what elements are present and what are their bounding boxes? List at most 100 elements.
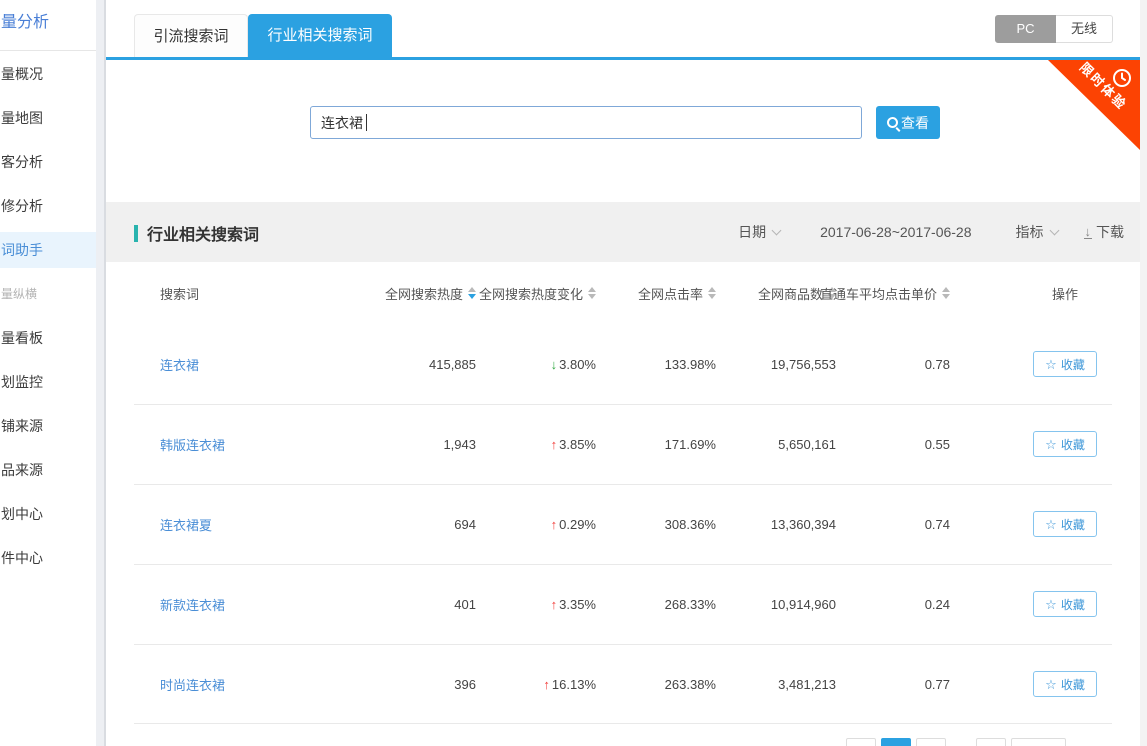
search-heat-value: 415,885 — [429, 356, 476, 372]
search-term-link[interactable]: 时尚连衣裙 — [160, 677, 226, 693]
header-search-heat[interactable]: 全网搜索热度 — [346, 284, 476, 303]
product-count-value: 13,360,394 — [770, 516, 836, 532]
pagination-page-button[interactable] — [916, 738, 946, 746]
search-heat-value: 401 — [454, 596, 476, 612]
clock-icon — [1113, 69, 1131, 87]
date-dropdown-label: 日期 — [738, 224, 767, 240]
tab-underline — [106, 57, 1140, 60]
main-content: 引流搜索词 行业相关搜索词 PC 无线 限时体验 查看 行业相关搜索词 — [106, 0, 1140, 746]
favorite-button[interactable]: ☆ 收藏 — [1033, 591, 1097, 617]
sidebar-item-item-source[interactable]: 品来源 — [1, 462, 43, 478]
sidebar-item-dashboard[interactable]: 量看板 — [1, 330, 43, 346]
heat-change-value: ↓ 3.80% — [550, 356, 596, 372]
download-button[interactable]: ↓ 下载 — [1083, 222, 1124, 242]
click-rate-value: 171.69% — [664, 436, 716, 452]
click-rate-value: 268.33% — [664, 596, 716, 612]
product-count-value: 5,650,161 — [778, 436, 836, 452]
favorite-button[interactable]: ☆ 收藏 — [1033, 351, 1097, 377]
title-accent-bar — [134, 224, 138, 242]
pagination-page-button[interactable] — [976, 738, 1006, 746]
sidebar-item-plan-center[interactable]: 划中心 — [1, 506, 43, 522]
sidebar-item-word-assistant[interactable]: 词助手 — [0, 232, 96, 268]
search-heat-value: 694 — [454, 516, 476, 532]
header-action: 操作 — [1051, 286, 1078, 302]
search-term-link[interactable]: 韩版连衣裙 — [160, 437, 226, 453]
star-icon: ☆ — [1045, 356, 1057, 372]
sidebar: 量分析 量概况 量地图 客分析 修分析 词助手 量纵横 量看板 划监控 铺来源 … — [0, 0, 96, 746]
up-arrow-icon: ↑ — [550, 436, 558, 452]
table-row: 连衣裙夏 694 ↑ 0.29% 308.36% 13,360,394 0.74 ☆ 收藏 — [106, 484, 1140, 564]
sidebar-item-plan-monitor[interactable]: 划监控 — [1, 374, 43, 390]
star-icon: ☆ — [1045, 436, 1057, 452]
header-avg-cpc[interactable]: 直通车平均点击单价 — [820, 284, 950, 303]
favorite-button[interactable]: ☆ 收藏 — [1033, 671, 1097, 697]
metric-dropdown[interactable]: 指标 — [1016, 222, 1059, 242]
header-search-term: 搜索词 — [160, 286, 200, 302]
sidebar-gutter — [96, 0, 106, 746]
product-count-value: 19,756,553 — [770, 356, 836, 372]
heat-change-value: ↑ 0.29% — [550, 516, 596, 532]
row-divider — [134, 484, 1112, 485]
avg-cpc-value: 0.77 — [924, 676, 950, 692]
up-arrow-icon: ↑ — [543, 676, 550, 692]
search-icon — [887, 117, 898, 128]
view-button-label: 查看 — [901, 114, 929, 131]
table-bottom-divider — [134, 723, 1112, 724]
section-title-block: 行业相关搜索词 — [134, 221, 259, 245]
up-arrow-icon: ↑ — [550, 596, 558, 612]
star-icon: ☆ — [1045, 676, 1057, 692]
pagination-page-current[interactable] — [881, 738, 911, 746]
sidebar-item-visitors[interactable]: 客分析 — [1, 154, 43, 170]
favorite-button[interactable]: ☆ 收藏 — [1033, 511, 1097, 537]
sort-icon[interactable] — [468, 287, 476, 299]
star-icon: ☆ — [1045, 516, 1057, 532]
sidebar-item-traffic-matrix[interactable]: 量纵横 — [1, 287, 38, 301]
row-divider — [134, 564, 1112, 565]
sidebar-item-map[interactable]: 量地图 — [1, 110, 43, 126]
sidebar-item-overview[interactable]: 量概况 — [1, 66, 43, 82]
table-header-row: 搜索词 全网搜索热度 全网搜索热度变化 全网点击率 全网商品数 直通车平均点击单… — [106, 262, 1140, 324]
search-heat-value: 1,943 — [443, 436, 476, 452]
date-range-picker[interactable]: 2017-06-28~2017-06-28 — [820, 224, 972, 240]
header-click-rate[interactable]: 全网点击率 — [596, 284, 716, 303]
section-header: 行业相关搜索词 日期 2017-06-28~2017-06-28 指标 ↓ 下载 — [106, 202, 1140, 262]
view-button[interactable]: 查看 — [876, 106, 940, 139]
star-icon: ☆ — [1045, 596, 1057, 612]
sidebar-item-decoration[interactable]: 修分析 — [1, 198, 43, 214]
avg-cpc-value: 0.78 — [924, 356, 950, 372]
sort-icon[interactable] — [942, 287, 950, 299]
header-product-count[interactable]: 全网商品数 — [716, 284, 836, 303]
favorite-button[interactable]: ☆ 收藏 — [1033, 431, 1097, 457]
wireless-toggle-button[interactable]: 无线 — [1056, 15, 1113, 43]
down-arrow-icon: ↓ — [550, 356, 558, 372]
heat-change-value: ↑ 16.13% — [543, 676, 596, 692]
search-term-link[interactable]: 新款连衣裙 — [160, 597, 226, 613]
sidebar-item-widget-center[interactable]: 件中心 — [1, 550, 43, 566]
sort-icon[interactable] — [708, 287, 716, 299]
search-term-link[interactable]: 连衣裙夏 — [160, 517, 213, 533]
pagination-next-button[interactable] — [1011, 738, 1066, 746]
date-dropdown[interactable]: 日期 — [738, 222, 782, 242]
pc-toggle-button[interactable]: PC — [995, 15, 1056, 43]
tab-referral-search-words[interactable]: 引流搜索词 — [134, 14, 248, 57]
row-divider — [134, 404, 1112, 405]
text-caret — [366, 114, 367, 131]
search-term-link[interactable]: 连衣裙 — [160, 357, 200, 373]
heat-change-value: ↑ 3.85% — [550, 436, 596, 452]
sort-icon[interactable] — [828, 287, 836, 299]
download-label: 下载 — [1096, 224, 1124, 240]
limited-time-trial-ribbon[interactable]: 限时体验 — [1048, 60, 1140, 150]
tab-industry-related-search-words[interactable]: 行业相关搜索词 — [248, 14, 392, 57]
product-count-value: 10,914,960 — [770, 596, 836, 612]
avg-cpc-value: 0.55 — [924, 436, 950, 452]
download-icon: ↓ — [1083, 223, 1092, 239]
keyword-search-input[interactable] — [310, 106, 862, 139]
sidebar-divider — [0, 50, 96, 51]
sidebar-item-traffic-analysis[interactable]: 量分析 — [1, 14, 50, 31]
pagination-prev-button[interactable] — [846, 738, 876, 746]
header-heat-change[interactable]: 全网搜索热度变化 — [476, 284, 596, 303]
sidebar-item-shop-source[interactable]: 铺来源 — [1, 418, 43, 434]
page-edge-strip — [1140, 0, 1147, 746]
device-toggle: PC 无线 — [995, 15, 1113, 43]
sort-icon[interactable] — [588, 287, 596, 299]
